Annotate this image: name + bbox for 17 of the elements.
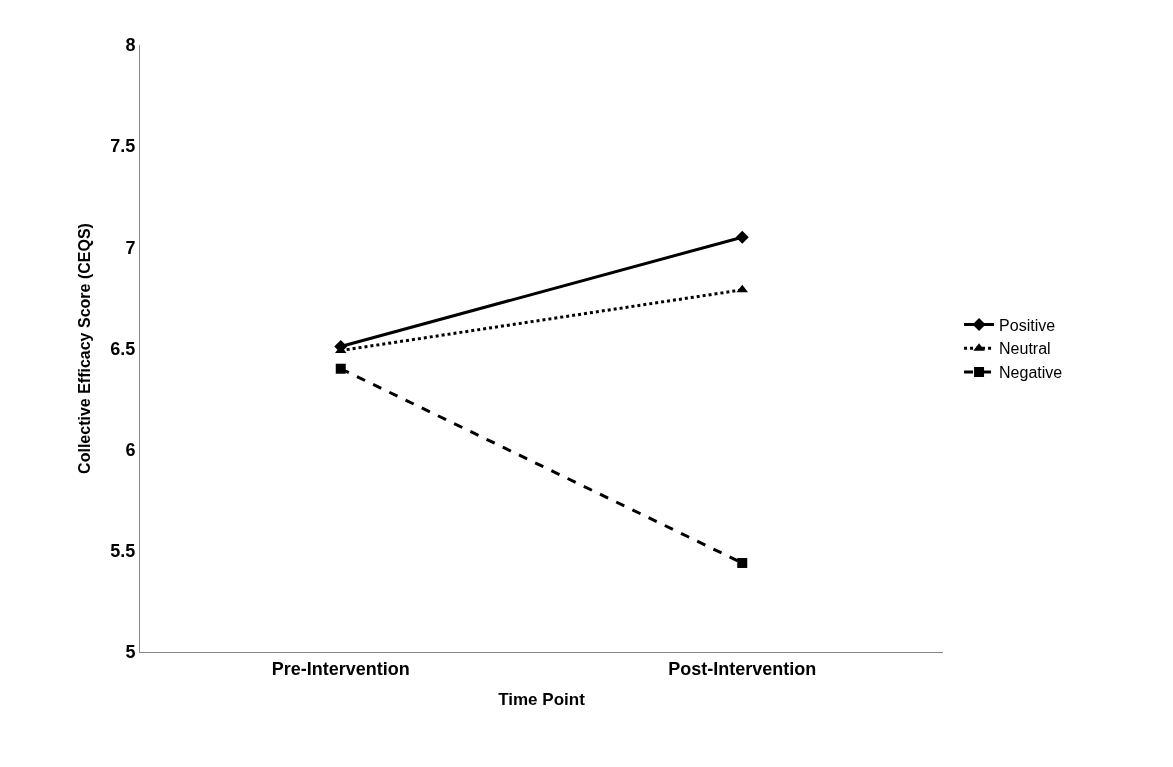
y-axis-title: Collective Efficacy Score (CEQS) — [76, 223, 94, 474]
y-tick-label: 6 — [125, 439, 136, 460]
y-tick-label: 6.5 — [110, 338, 136, 359]
y-tick-label: 5.5 — [110, 541, 136, 562]
x-tick-label: Pre-Intervention — [271, 658, 410, 679]
y-tick-label: 7.5 — [110, 136, 136, 157]
x-tick-label: Post-Intervention — [668, 658, 817, 679]
x-axis-title: Time Point — [498, 690, 586, 709]
legend-label: Neutral — [999, 340, 1051, 358]
y-tick-label: 7 — [125, 237, 136, 258]
point — [737, 557, 748, 568]
y-tick-label: 8 — [125, 35, 136, 56]
legend-label: Positive — [999, 316, 1056, 334]
point — [735, 230, 749, 244]
legend-label: Negative — [999, 364, 1063, 382]
y-tick-label: 5 — [125, 642, 136, 663]
point — [335, 363, 346, 374]
